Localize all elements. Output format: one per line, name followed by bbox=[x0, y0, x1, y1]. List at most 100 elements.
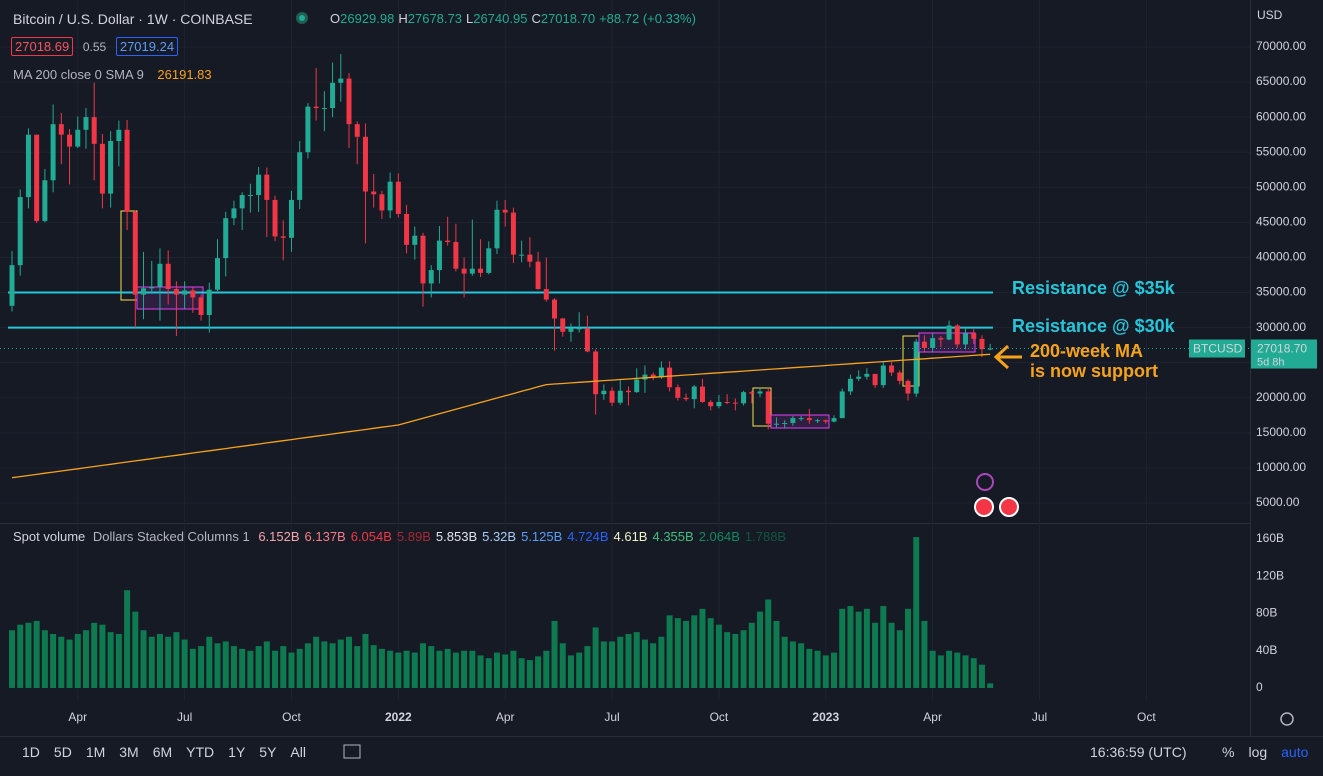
range-button[interactable]: 3M bbox=[119, 744, 139, 760]
y-tick-label: 70000.00 bbox=[1256, 39, 1306, 53]
range-button[interactable]: 6M bbox=[152, 744, 173, 760]
candle-body bbox=[757, 391, 763, 394]
volume-value: 6.152B bbox=[258, 529, 300, 544]
candle-body bbox=[905, 380, 911, 394]
volume-bar bbox=[66, 639, 73, 688]
range-button[interactable]: All bbox=[290, 744, 306, 760]
volume-bar bbox=[674, 618, 681, 688]
volume-bar bbox=[493, 652, 500, 688]
candle-body bbox=[568, 328, 574, 332]
candle-body bbox=[288, 199, 294, 238]
volume-bar bbox=[74, 633, 81, 688]
candle-body bbox=[642, 374, 648, 380]
volume-bar bbox=[551, 620, 558, 688]
scale-option[interactable]: log bbox=[1248, 744, 1268, 760]
candle-body bbox=[354, 124, 360, 137]
volume-bar bbox=[855, 611, 862, 688]
volume-bar bbox=[337, 639, 344, 688]
currency[interactable]: USD bbox=[1257, 8, 1283, 22]
volume-bar bbox=[806, 648, 813, 688]
y-tick-label: 45000.00 bbox=[1256, 215, 1306, 229]
candle-body bbox=[58, 124, 64, 135]
volume-bar bbox=[970, 658, 977, 688]
volume-bar bbox=[25, 622, 32, 688]
candle-body bbox=[732, 402, 738, 404]
volume-bar bbox=[625, 633, 632, 688]
ohlc-legend: O26929.98 H27678.73 L26740.95 C27018.70 +88.… bbox=[330, 11, 696, 26]
volume-bar bbox=[99, 624, 106, 688]
bid[interactable]: 27018.69 bbox=[11, 37, 74, 56]
volume-bar bbox=[107, 632, 114, 688]
candle-body bbox=[478, 268, 484, 273]
candle-body bbox=[543, 289, 549, 300]
volume-value: 6.054B bbox=[350, 529, 392, 544]
y-tick-label: 10000.00 bbox=[1256, 460, 1306, 474]
x-tick-label: Apr bbox=[496, 710, 515, 724]
volume-bar bbox=[173, 632, 180, 688]
volume-bar bbox=[247, 650, 254, 688]
x-tick-label: Oct bbox=[710, 710, 729, 724]
candle-body bbox=[247, 195, 253, 197]
scale-options: % log auto bbox=[1222, 744, 1308, 760]
ohlc-key: O bbox=[330, 11, 341, 26]
symbol-tag bbox=[1189, 339, 1245, 358]
candle-body bbox=[847, 378, 853, 392]
event-icon[interactable] bbox=[974, 497, 994, 517]
volume-bar bbox=[600, 641, 607, 688]
candle-body bbox=[831, 418, 837, 422]
volume-bar bbox=[91, 622, 98, 688]
candle-body bbox=[593, 351, 599, 395]
x-tick-label: Apr bbox=[923, 710, 942, 724]
scale-option[interactable]: auto bbox=[1281, 744, 1309, 760]
candle-body bbox=[708, 401, 714, 407]
volume-bar bbox=[699, 608, 706, 688]
settings-icon[interactable] bbox=[1280, 712, 1294, 726]
candle-body bbox=[34, 134, 40, 221]
candle-body bbox=[527, 254, 533, 262]
range-button[interactable]: 5Y bbox=[259, 744, 277, 760]
volume-bar bbox=[436, 650, 443, 688]
candle-body bbox=[667, 367, 673, 388]
volume-bar bbox=[641, 639, 648, 688]
volume-bar bbox=[888, 622, 895, 688]
y-tick-label: 55000.00 bbox=[1256, 144, 1306, 158]
range-button[interactable]: 1M bbox=[85, 744, 106, 760]
candle-body bbox=[182, 290, 188, 295]
candle-body bbox=[765, 391, 771, 424]
volume-bar bbox=[444, 648, 451, 688]
y-tick-label: 15000.00 bbox=[1256, 425, 1306, 439]
range-button[interactable]: 1D bbox=[22, 744, 40, 760]
range-button[interactable]: 1Y bbox=[228, 744, 246, 760]
candle-body bbox=[469, 268, 475, 274]
volume-bar bbox=[378, 648, 385, 688]
volume-title: Spot volume bbox=[13, 529, 86, 544]
volume-legend: Spot volume Dollars Stacked Columns 1 6.… bbox=[13, 529, 786, 544]
range-button[interactable]: YTD bbox=[186, 744, 215, 760]
candle-body bbox=[930, 338, 936, 348]
candle-body bbox=[658, 367, 664, 378]
ma-legend: MA 200 close 0 SMA 9 26191.83 bbox=[13, 67, 212, 82]
x-tick-label: Jul bbox=[177, 710, 192, 724]
volume-values: 6.152B 6.137B 6.054B 5.89B 5.853B 5.32B 5.125B… bbox=[253, 529, 786, 544]
volume-value: 5.32B bbox=[482, 529, 517, 544]
candle-body bbox=[510, 212, 516, 255]
scale-option[interactable]: % bbox=[1222, 744, 1235, 760]
grid: 5000.0010000.0015000.0020000.0025000.003… bbox=[0, 0, 1306, 724]
candle-body bbox=[256, 174, 262, 196]
volume-bar bbox=[280, 646, 287, 688]
event-icon[interactable] bbox=[976, 473, 994, 491]
range-button[interactable]: 5D bbox=[53, 744, 72, 760]
volume-bar bbox=[896, 630, 903, 688]
candle-body bbox=[297, 152, 303, 200]
y-tick-label: 50000.00 bbox=[1256, 179, 1306, 193]
event-icon[interactable] bbox=[999, 497, 1019, 517]
volume-bar bbox=[82, 630, 89, 688]
x-tick-label: Oct bbox=[1137, 710, 1156, 724]
ask[interactable]: 27019.24 bbox=[115, 37, 179, 56]
volume-bar bbox=[263, 641, 270, 688]
volume-bar bbox=[403, 650, 410, 688]
y-tick-label: 160B bbox=[1256, 531, 1284, 545]
date-range-icon[interactable] bbox=[343, 744, 361, 759]
candle-body bbox=[165, 263, 171, 290]
